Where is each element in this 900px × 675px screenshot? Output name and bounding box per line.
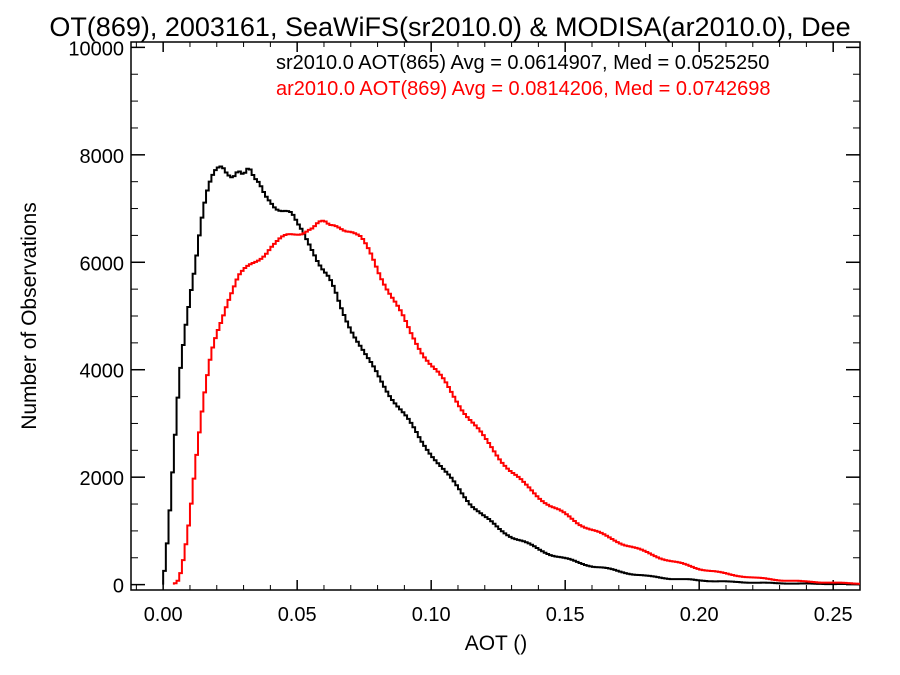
y-tick-label: 8000 xyxy=(80,146,125,168)
plot-area: 0.00 0.05 0.10 0.15 0.20 0.25 0 2000 4000 6000 80… xyxy=(68,38,861,626)
y-tick-label: 6000 xyxy=(80,253,125,275)
x-tick-label: 0.00 xyxy=(144,604,183,626)
series-group xyxy=(162,165,860,586)
legend-entry-red: ar2010.0 AOT(869) Avg = 0.0814206, Med =… xyxy=(276,78,770,100)
y-axis-label: Number of Observations xyxy=(18,202,41,430)
x-tick-label: 0.05 xyxy=(278,604,317,626)
x-axis-label: AOT () xyxy=(465,632,528,655)
x-tick-label: 0.25 xyxy=(814,604,853,626)
plot-frame xyxy=(130,41,861,591)
x-tick-label: 0.20 xyxy=(680,604,719,626)
y-tick-label: 4000 xyxy=(80,361,125,383)
y-axis: 0 2000 4000 6000 8000 10000 xyxy=(68,38,860,598)
series-line-ar2010-aot869 xyxy=(172,219,860,585)
y-tick-label: 10000 xyxy=(68,38,124,60)
x-axis: 0.00 0.05 0.10 0.15 0.20 0.25 xyxy=(135,42,861,626)
x-tick-label: 0.10 xyxy=(412,604,451,626)
y-tick-label: 2000 xyxy=(80,468,125,490)
series-line-sr2010-aot865 xyxy=(162,165,860,586)
legend-entry-black: sr2010.0 AOT(865) Avg = 0.0614907, Med =… xyxy=(276,52,769,74)
x-tick-label: 0.15 xyxy=(546,604,585,626)
chart-title: OT(869), 2003161, SeaWiFS(sr2010.0) & MO… xyxy=(49,12,850,42)
y-tick-label: 0 xyxy=(113,576,124,598)
